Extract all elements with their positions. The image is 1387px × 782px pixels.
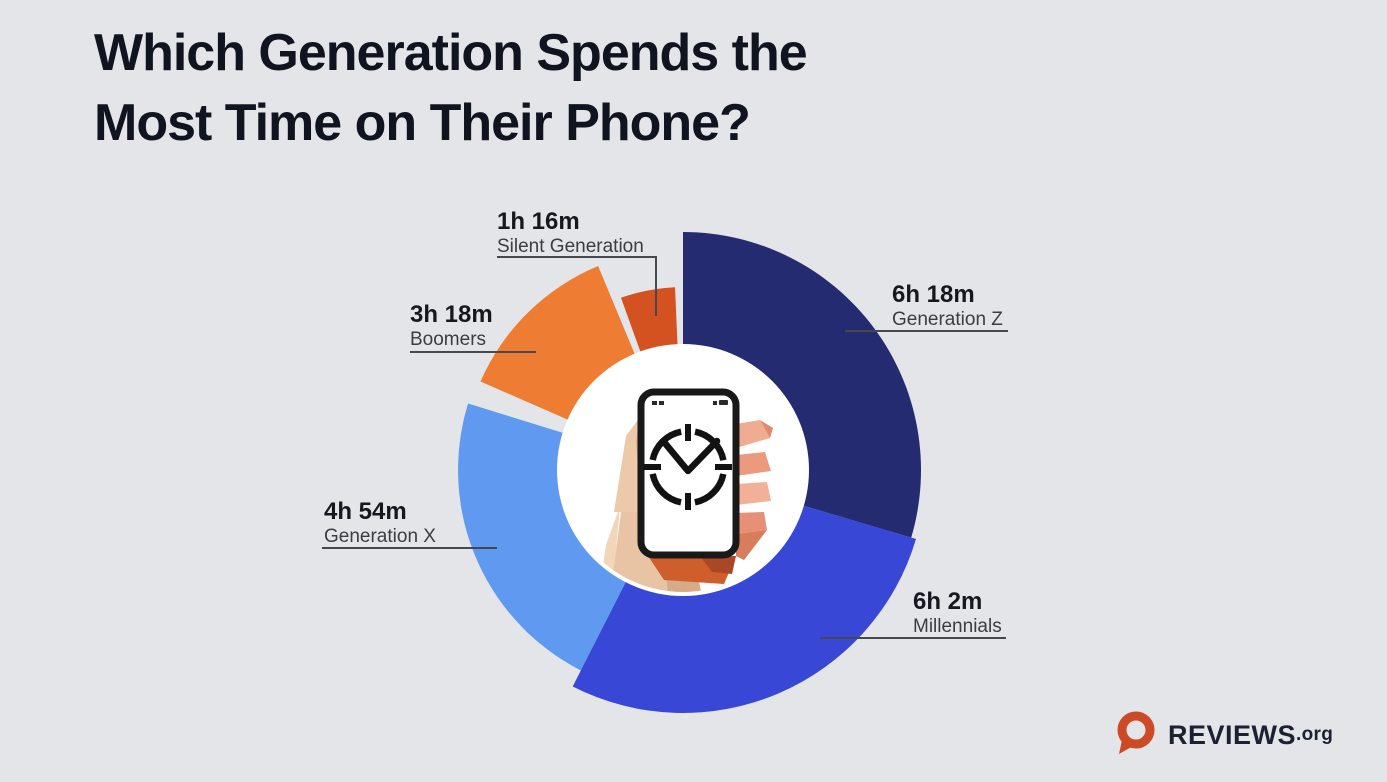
signal-icon [652, 401, 664, 405]
finger-1 [736, 420, 770, 448]
callout-value: 4h 54m [324, 498, 407, 525]
callout-label: Boomers [410, 329, 487, 350]
callout-label: Generation X [324, 526, 436, 547]
callout-silent-generation: 1h 16m Silent Generation [497, 209, 644, 258]
finger-1-tip [760, 420, 773, 438]
speech-bubble-q-icon [1117, 711, 1155, 754]
callout-value: 6h 18m [892, 281, 975, 308]
callout-generation-z: 6h 18m Generation Z [892, 282, 1003, 331]
finger-2 [736, 452, 771, 476]
page-title: Which Generation Spends the Most Time on … [94, 18, 808, 158]
callout-value: 6h 2m [913, 588, 983, 615]
callout-label: Generation Z [892, 309, 1003, 330]
reviews-org-logo: REVIEWS .org [1110, 709, 1333, 761]
finger-3 [736, 482, 771, 505]
callout-label: Millennials [913, 616, 1002, 637]
under-phone-dark-shadow [700, 556, 736, 574]
callout-value: 1h 16m [497, 208, 580, 235]
callout-boomers: 3h 18m Boomers [410, 302, 493, 351]
clock-icon [644, 424, 732, 510]
callout-label: Silent Generation [497, 236, 644, 257]
brand-suffix: .org [1296, 724, 1334, 745]
brand-name: REVIEWS [1168, 719, 1297, 750]
finger-4 [736, 512, 767, 534]
callout-leader-lines [322, 256, 1008, 639]
title-line-1: Which Generation Spends the [94, 24, 808, 82]
callout-generation-x: 4h 54m Generation X [324, 499, 436, 548]
leader-line-silent-generation [497, 256, 657, 316]
title-line-2: Most Time on Their Phone? [94, 94, 751, 152]
callout-value: 3h 18m [410, 301, 493, 328]
battery-icon [713, 400, 728, 405]
hand-edge [736, 530, 767, 560]
hand-holding-phone-illustration [598, 388, 773, 592]
callout-millennials: 6h 2m Millennials [913, 589, 1002, 638]
